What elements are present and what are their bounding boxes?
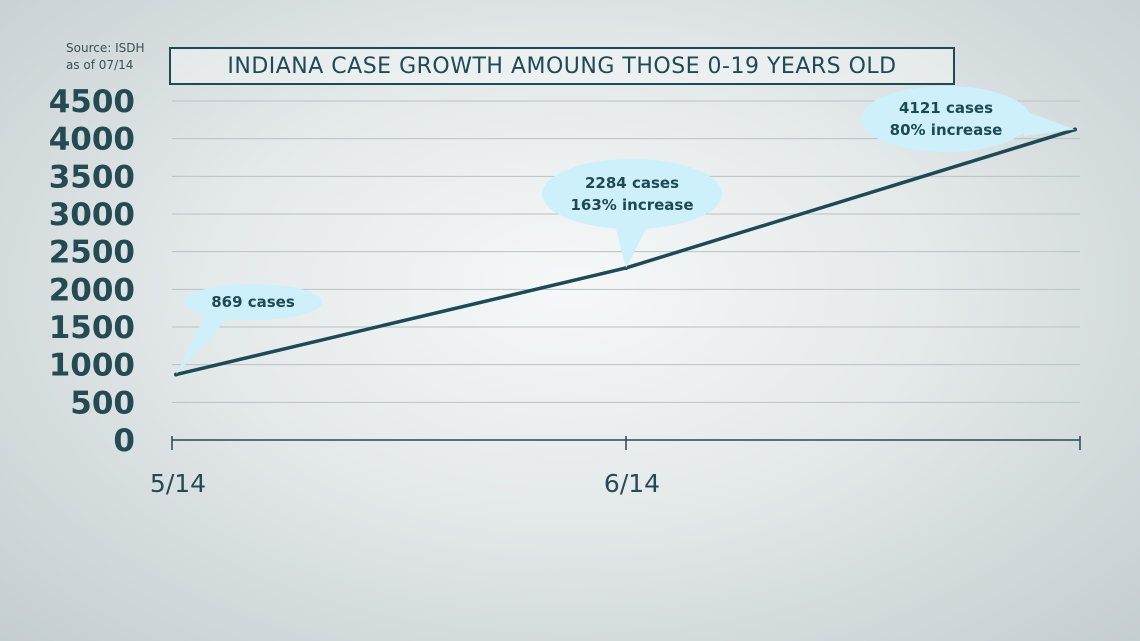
- y-tick-label: 1500: [49, 310, 135, 346]
- y-tick-label: 2500: [49, 235, 135, 271]
- x-tick-label: 6/14: [604, 469, 660, 498]
- callout-bubble: [542, 159, 722, 229]
- y-tick-label: 2000: [49, 272, 135, 308]
- y-tick-label: 3000: [49, 197, 135, 233]
- y-tick-label: 4000: [49, 122, 135, 158]
- y-tick-label: 4500: [49, 84, 135, 120]
- callout-label: 163% increase: [570, 196, 693, 214]
- callout-tail: [1022, 110, 1075, 136]
- source-line: Source: ISDH: [66, 41, 145, 55]
- callout-bubble: [184, 284, 322, 320]
- source-note: Source: ISDH as of 07/14: [66, 40, 146, 74]
- callout-label: 4121 cases: [899, 99, 993, 117]
- y-tick-label: 500: [70, 385, 135, 421]
- x-tick-label: 5/14: [150, 469, 206, 498]
- callout-label: 869 cases: [211, 293, 295, 311]
- callout-label: 80% increase: [890, 121, 1003, 139]
- callout-tail: [176, 316, 228, 375]
- as-of-line: as of 07/14: [66, 58, 134, 72]
- y-tick-label: 1000: [49, 348, 135, 384]
- chart-title: INDIANA CASE GROWTH AMOUNG THOSE 0-19 YE…: [169, 47, 955, 85]
- callout-tail: [615, 225, 648, 268]
- y-tick-label: 3500: [49, 159, 135, 195]
- callout-label: 2284 cases: [585, 174, 679, 192]
- y-tick-label: 0: [113, 423, 135, 459]
- callout-bubble: [861, 86, 1031, 152]
